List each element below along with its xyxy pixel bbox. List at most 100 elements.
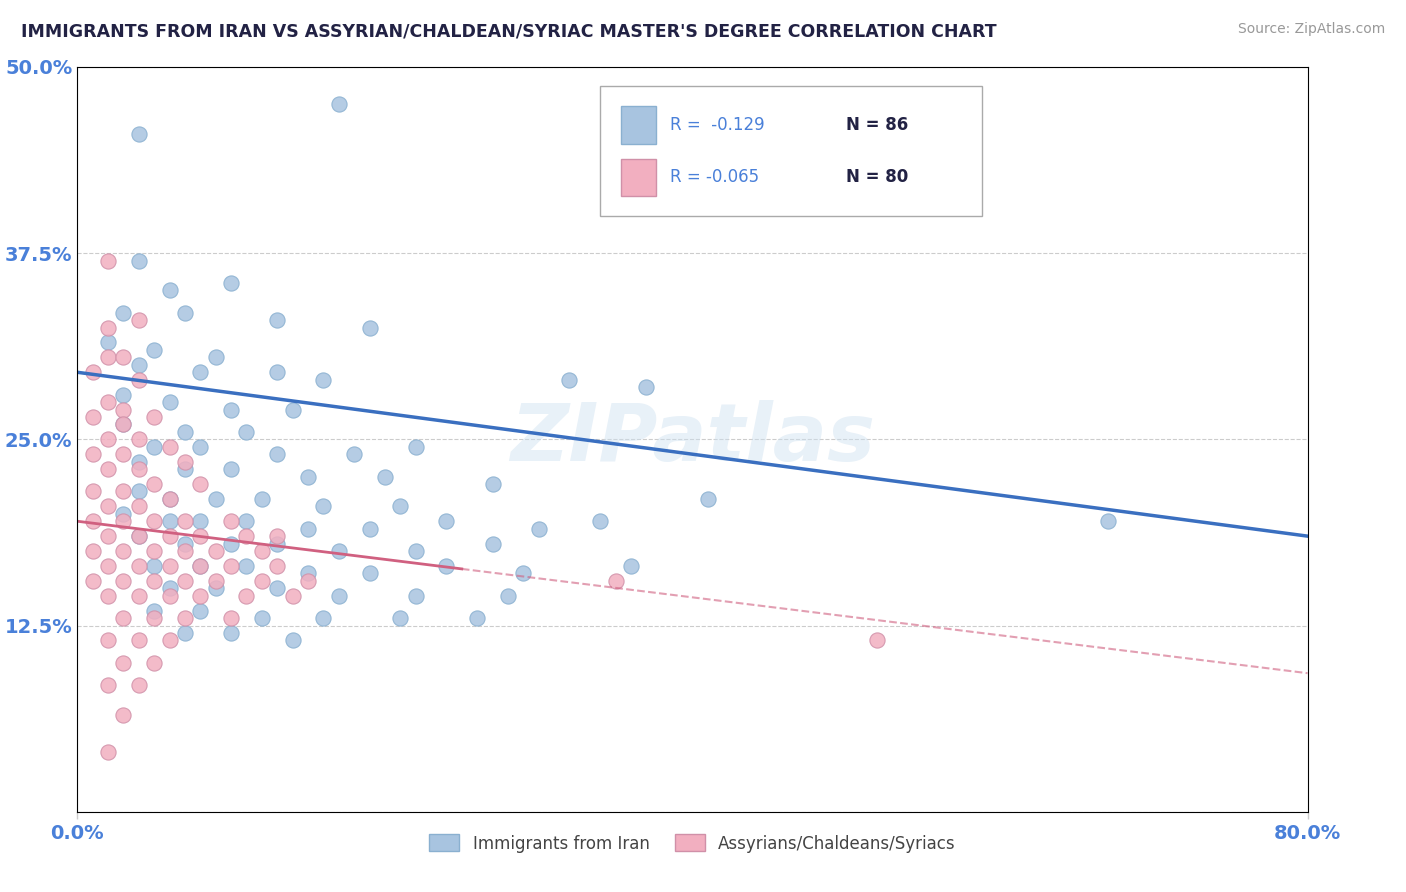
Point — [219, 462, 242, 476]
Point — [112, 306, 135, 320]
Point — [235, 589, 257, 603]
Point — [143, 477, 166, 491]
Point — [297, 574, 319, 588]
Text: ZIPatlas: ZIPatlas — [510, 401, 875, 478]
Point — [219, 276, 242, 290]
Point — [436, 558, 458, 573]
Point — [143, 440, 166, 454]
Point — [405, 589, 427, 603]
Point — [143, 656, 166, 670]
Point — [143, 604, 166, 618]
Point — [112, 707, 135, 722]
FancyBboxPatch shape — [621, 159, 655, 195]
Point — [128, 313, 150, 327]
Point — [235, 529, 257, 543]
Point — [312, 373, 335, 387]
Point — [128, 462, 150, 476]
Point — [312, 611, 335, 625]
Point — [219, 558, 242, 573]
Point — [188, 604, 212, 618]
Point — [159, 395, 181, 409]
Point — [112, 574, 135, 588]
Point — [128, 529, 150, 543]
Point — [82, 514, 104, 528]
Point — [159, 633, 181, 648]
Point — [512, 566, 534, 581]
Point — [558, 373, 581, 387]
Point — [82, 544, 104, 558]
Point — [174, 514, 197, 528]
Point — [374, 469, 396, 483]
Point — [112, 656, 135, 670]
Point — [82, 447, 104, 461]
Point — [128, 589, 150, 603]
Text: IMMIGRANTS FROM IRAN VS ASSYRIAN/CHALDEAN/SYRIAC MASTER'S DEGREE CORRELATION CHA: IMMIGRANTS FROM IRAN VS ASSYRIAN/CHALDEA… — [21, 22, 997, 40]
Point — [97, 335, 120, 350]
Point — [128, 484, 150, 499]
Point — [97, 678, 120, 692]
Point — [235, 558, 257, 573]
Point — [143, 558, 166, 573]
Point — [436, 514, 458, 528]
Point — [328, 589, 350, 603]
Point — [328, 97, 350, 112]
Point — [128, 455, 150, 469]
Text: N = 80: N = 80 — [846, 168, 908, 186]
Point — [112, 484, 135, 499]
Point — [143, 574, 166, 588]
Point — [250, 491, 273, 506]
Point — [297, 469, 319, 483]
Point — [112, 402, 135, 417]
Point — [174, 611, 197, 625]
Point — [174, 306, 197, 320]
Point — [143, 343, 166, 357]
Point — [219, 514, 242, 528]
Point — [82, 365, 104, 379]
Point — [112, 611, 135, 625]
Point — [204, 351, 226, 365]
Point — [266, 536, 288, 550]
Point — [188, 589, 212, 603]
Point — [235, 514, 257, 528]
Point — [174, 626, 197, 640]
Point — [266, 582, 288, 596]
Point — [297, 566, 319, 581]
Point — [266, 529, 288, 543]
Legend: Immigrants from Iran, Assyrians/Chaldeans/Syriacs: Immigrants from Iran, Assyrians/Chaldean… — [423, 828, 962, 859]
Point — [389, 500, 412, 514]
Point — [266, 558, 288, 573]
Point — [128, 500, 150, 514]
Point — [143, 544, 166, 558]
Point — [97, 633, 120, 648]
Point — [696, 491, 718, 506]
Point — [266, 447, 288, 461]
Point — [250, 611, 273, 625]
Point — [204, 491, 226, 506]
Text: Source: ZipAtlas.com: Source: ZipAtlas.com — [1237, 22, 1385, 37]
Point — [359, 522, 381, 536]
Point — [204, 544, 226, 558]
Point — [128, 373, 150, 387]
Point — [174, 462, 197, 476]
Point — [128, 433, 150, 447]
Point — [204, 574, 226, 588]
Point — [219, 611, 242, 625]
Point — [188, 558, 212, 573]
Point — [112, 514, 135, 528]
Point — [82, 574, 104, 588]
Point — [174, 574, 197, 588]
Point — [128, 127, 150, 141]
Point — [112, 507, 135, 521]
Point — [143, 409, 166, 424]
Point — [159, 491, 181, 506]
Point — [112, 544, 135, 558]
Point — [174, 425, 197, 439]
Point — [620, 558, 643, 573]
Point — [159, 491, 181, 506]
Point — [143, 611, 166, 625]
Point — [266, 313, 288, 327]
Point — [527, 522, 550, 536]
Point — [112, 387, 135, 401]
Point — [359, 566, 381, 581]
Point — [312, 500, 335, 514]
